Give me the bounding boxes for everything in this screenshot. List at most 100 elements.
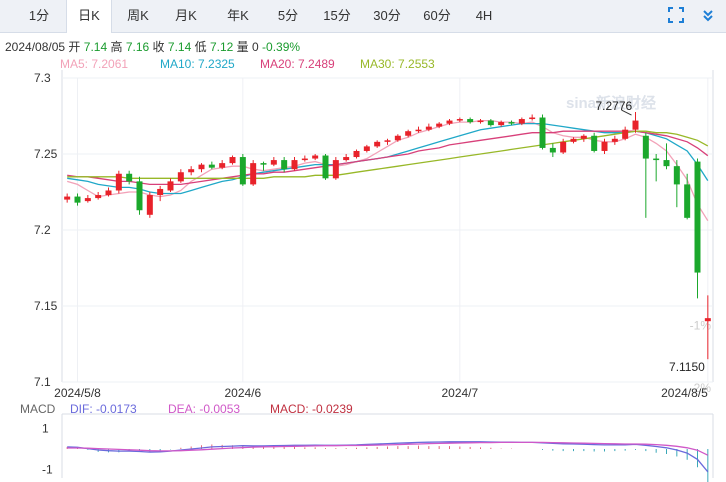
tab-8[interactable]: 60分 bbox=[423, 8, 451, 23]
ma-legend-1: MA10: 7.2325 bbox=[160, 57, 235, 71]
tab-6[interactable]: 15分 bbox=[323, 8, 351, 23]
macd-y-tick-label: 1 bbox=[42, 421, 49, 435]
candle-body bbox=[64, 196, 71, 200]
candle-body bbox=[198, 164, 205, 170]
candle-body bbox=[353, 150, 360, 158]
tab-4[interactable]: 年K bbox=[227, 8, 249, 23]
macd-legend-0: MACD bbox=[20, 402, 56, 416]
y-tick-label: 7.2 bbox=[34, 223, 51, 237]
ma-line-2 bbox=[67, 130, 709, 186]
candle-body bbox=[508, 122, 515, 124]
candle-body bbox=[343, 157, 350, 161]
candle-body bbox=[560, 141, 567, 153]
ma-legend-0: MA5: 7.2061 bbox=[60, 57, 129, 71]
volume-label: 量 bbox=[236, 40, 249, 54]
candle-body bbox=[405, 131, 412, 136]
candle-body bbox=[301, 158, 308, 161]
tab-2[interactable]: 周K bbox=[127, 8, 149, 23]
x-tick-label: 2024/5/8 bbox=[54, 386, 101, 400]
open-value: 7.14 bbox=[83, 40, 108, 54]
candle-body bbox=[704, 318, 711, 322]
candle-body bbox=[74, 196, 81, 203]
candle-body bbox=[446, 120, 453, 124]
candle-body bbox=[529, 117, 536, 120]
y-tick-label: 7.15 bbox=[34, 299, 58, 313]
high-label: 高 bbox=[110, 40, 123, 54]
candle-body bbox=[456, 119, 463, 121]
candle-body bbox=[425, 126, 432, 130]
volume-value: 0 bbox=[252, 40, 259, 54]
tab-7[interactable]: 30分 bbox=[373, 8, 401, 23]
macd-y-tick-label: -1 bbox=[42, 463, 53, 477]
x-tick-label: 2024/8/5 bbox=[661, 386, 708, 400]
candle-body bbox=[549, 147, 556, 153]
macd-legend-1: DIF: -0.0173 bbox=[70, 402, 137, 416]
candle-body bbox=[260, 163, 267, 165]
candle-body bbox=[250, 163, 257, 185]
candle-body bbox=[167, 181, 174, 191]
collapse-icon[interactable] bbox=[700, 7, 716, 23]
quote-date: 2024/08/05 bbox=[5, 40, 66, 54]
candle-body bbox=[84, 198, 91, 202]
pct-tick-label: -1% bbox=[690, 319, 712, 333]
candle-body bbox=[95, 195, 102, 199]
ma-line-3 bbox=[67, 130, 709, 179]
candle-body bbox=[146, 195, 153, 215]
x-tick-label: 2024/7 bbox=[441, 386, 478, 400]
candle-body bbox=[477, 120, 484, 123]
candle-body bbox=[611, 138, 618, 142]
candle-body bbox=[115, 173, 122, 191]
y-tick-label: 7.1 bbox=[34, 375, 51, 389]
candle-body bbox=[322, 155, 329, 179]
candle-body bbox=[157, 188, 164, 196]
candle-body bbox=[291, 160, 298, 170]
tab-3[interactable]: 月K bbox=[175, 8, 197, 23]
candle-body bbox=[239, 157, 246, 185]
y-tick-label: 7.3 bbox=[34, 71, 51, 85]
pct-tick-label: -2% bbox=[690, 381, 712, 395]
tab-5[interactable]: 5分 bbox=[277, 8, 299, 23]
candle-body bbox=[229, 157, 236, 164]
candle-body bbox=[208, 164, 215, 168]
candle-body bbox=[580, 135, 587, 139]
candle-body bbox=[487, 120, 494, 126]
candle-body bbox=[219, 163, 226, 168]
macd-legend-2: DEA: -0.0053 bbox=[168, 402, 241, 416]
candle-body bbox=[539, 117, 546, 148]
candle-body bbox=[601, 141, 608, 151]
candle-body bbox=[177, 172, 184, 182]
low-value: 7.12 bbox=[209, 40, 234, 54]
fullscreen-icon[interactable] bbox=[668, 7, 684, 23]
macd-legend-3: MACD: -0.0239 bbox=[270, 402, 353, 416]
dea-line bbox=[67, 441, 709, 456]
tab-0[interactable]: 1分 bbox=[28, 8, 50, 23]
candle-body bbox=[518, 119, 525, 124]
candle-body bbox=[498, 122, 505, 126]
candle-body bbox=[467, 119, 474, 123]
close-value: 7.14 bbox=[167, 40, 192, 54]
tab-9[interactable]: 4H bbox=[475, 8, 493, 23]
annotation-leader bbox=[621, 109, 632, 116]
tab-1[interactable]: 日K bbox=[66, 0, 112, 33]
candle-body bbox=[363, 146, 370, 151]
candle-body bbox=[332, 160, 339, 179]
candle-body bbox=[653, 158, 660, 161]
candle-body bbox=[384, 140, 391, 142]
change-value: -0.39% bbox=[262, 40, 301, 54]
candle-body bbox=[188, 169, 195, 173]
candle-body bbox=[632, 120, 639, 130]
annotation-label: 7.2776 bbox=[596, 99, 633, 113]
watermark: sina新浪财经 bbox=[566, 94, 656, 112]
ma-legend-3: MA30: 7.2553 bbox=[360, 57, 435, 71]
candle-body bbox=[105, 190, 112, 196]
candle-body bbox=[673, 166, 680, 185]
candle-body bbox=[591, 135, 598, 151]
candle-body bbox=[374, 141, 381, 147]
candle-body bbox=[126, 173, 133, 182]
ma-legend-2: MA20: 7.2489 bbox=[260, 57, 335, 71]
candle-body bbox=[642, 135, 649, 159]
y-tick-label: 7.25 bbox=[34, 147, 58, 161]
candle-body bbox=[622, 129, 629, 139]
dif-line bbox=[67, 441, 709, 473]
